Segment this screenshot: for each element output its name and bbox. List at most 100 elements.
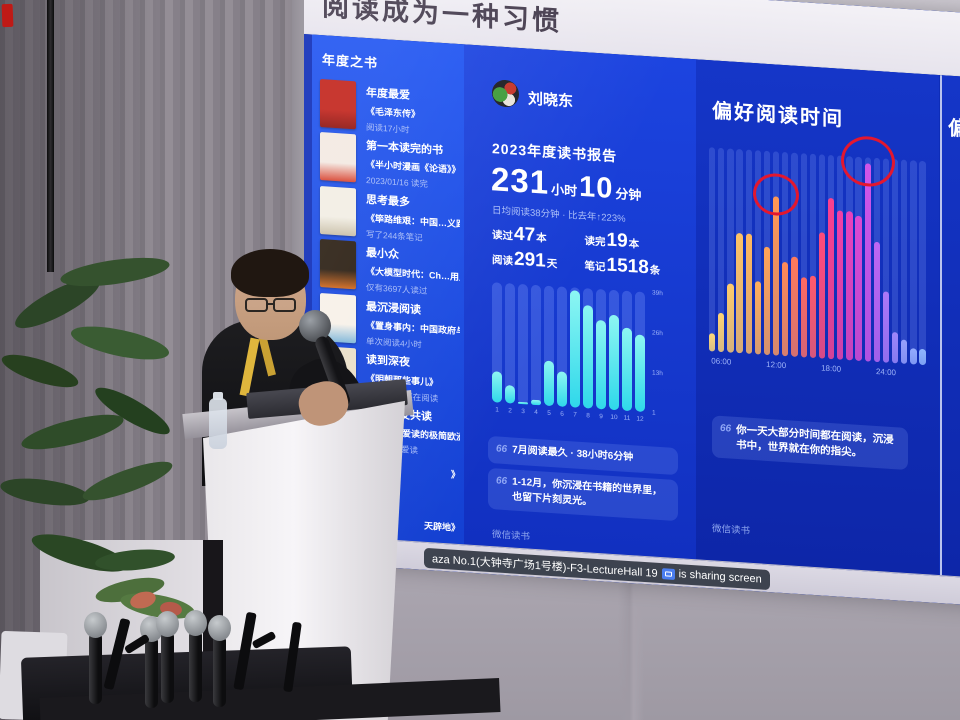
wireless-mic-head xyxy=(208,615,231,641)
quote-mark-icon: 66 xyxy=(496,443,508,456)
book-cover xyxy=(320,185,356,237)
book-cover xyxy=(320,132,356,183)
monthly-bar-track xyxy=(596,288,606,410)
monthly-chart-xlabel: 10 xyxy=(610,413,618,422)
wechat-read-watermark: 微信读书 xyxy=(712,523,751,537)
hourly-bar-track xyxy=(809,153,816,359)
book-card-text: 第一本读完的书 《半小时漫画《论语》》 2023/01/16 读完 xyxy=(366,137,460,191)
quote-mark-icon: 66 xyxy=(496,475,508,488)
quote-text: 1-12月，你沉浸在书籍的世界里，也留下片刻灵光。 xyxy=(512,476,663,508)
hourly-bar xyxy=(827,197,835,360)
monthly-chart-ytick: 1 xyxy=(652,409,656,417)
hourly-bar xyxy=(818,231,826,359)
monthly-chart-xlabel: 5 xyxy=(547,409,551,417)
book-cover xyxy=(320,239,356,290)
book-card-text: 最小众 《大模型时代：Ch…用人工智能浪潮》 仅有3697人读过 xyxy=(366,244,460,298)
book-card: 最沉浸阅读 《置身事内：中国政府与经济发展》 单次阅读4小时 xyxy=(320,292,460,352)
hourly-bar xyxy=(892,332,899,364)
red-wall-sign xyxy=(1,3,14,28)
hourly-bar xyxy=(846,211,853,361)
duration-hours: 231 xyxy=(491,160,550,201)
monthly-bar-track xyxy=(622,290,632,412)
monthly-chart-bars xyxy=(492,282,648,413)
monthly-bar xyxy=(492,371,502,403)
monthly-bar xyxy=(544,360,554,407)
wechat-read-watermark: 微信读书 xyxy=(492,529,531,543)
monthly-bar xyxy=(622,327,632,412)
potted-plant xyxy=(0,250,215,680)
stat-item: 读过47本 xyxy=(492,223,547,246)
wireless-mic-body xyxy=(89,632,102,704)
quote-pill: 66 你一天大部分时间都在阅读，沉浸书中，世界就在你的指尖。 xyxy=(712,415,908,471)
book-title: 《半小时漫画《论语》》 xyxy=(366,159,460,176)
monthly-bar xyxy=(518,401,528,405)
wireless-mic-body xyxy=(161,631,174,703)
hourly-bar-track xyxy=(745,149,752,354)
monthly-bar-track xyxy=(544,285,554,407)
monthly-chart-ytick: 13h xyxy=(652,369,663,378)
monthly-bar xyxy=(557,370,567,408)
monthly-bar-track xyxy=(583,288,593,409)
stat-item: 笔记1518条 xyxy=(584,254,661,279)
hourly-bar-track xyxy=(864,157,871,362)
hourly-bar xyxy=(855,215,862,362)
hourly-bar-track xyxy=(846,156,853,361)
slide-title: 阅读成为一种习惯 xyxy=(322,0,562,37)
monthly-chart-xlabel: 3 xyxy=(521,408,525,416)
hourly-bar xyxy=(709,332,716,352)
hourly-bar-track xyxy=(736,148,743,354)
book-card-text: 最沉浸阅读 《置身事内：中国政府与经济发展》 单次阅读4小时 xyxy=(366,298,460,352)
book-card: 思考最多 《筚路维艰：中国…义路径的五次选择》 写了244条笔记 xyxy=(320,185,460,245)
hourly-bar xyxy=(727,283,734,353)
hourly-bar xyxy=(800,277,807,358)
duration-hours-unit: 小时 xyxy=(551,181,578,199)
hourly-bar-track xyxy=(855,156,862,362)
hourly-bar xyxy=(718,313,725,353)
water-bottle-cap xyxy=(213,392,223,400)
hourly-bar xyxy=(763,246,771,356)
book-card-text: 思考最多 《筚路维艰：中国…义路径的五次选择》 写了244条笔记 xyxy=(366,191,460,245)
monthly-bar-track xyxy=(531,284,541,406)
sharing-status-text: is sharing screen xyxy=(678,568,762,586)
monthly-chart-xlabel: 9 xyxy=(599,413,603,421)
monthly-bar xyxy=(505,384,515,404)
avatar xyxy=(492,79,519,108)
stat-item: 读完19本 xyxy=(584,229,640,252)
book-card: 最小众 《大模型时代：Ch…用人工智能浪潮》 仅有3697人读过 xyxy=(320,239,460,298)
book-title: 《毛泽东传》 xyxy=(366,106,421,120)
hourly-bar-track xyxy=(709,147,716,352)
book-badge: 最小众 xyxy=(366,247,399,262)
monthly-chart-xlabel: 8 xyxy=(586,412,590,420)
mic-stand-pole xyxy=(47,0,54,272)
hourly-bar xyxy=(864,163,871,362)
wall-seam xyxy=(618,566,644,720)
book-cover xyxy=(320,79,356,130)
hourly-bar xyxy=(901,339,908,365)
next-panel-sliver: 偏 xyxy=(942,75,960,579)
hourly-chart-xlabel: 18:00 xyxy=(821,363,842,374)
hourly-bar xyxy=(809,276,816,359)
hourly-chart-xlabel: 12:00 xyxy=(766,359,787,371)
book-badge: 最沉浸阅读 xyxy=(366,300,421,317)
hourly-bar-track xyxy=(919,160,926,366)
hourly-bar xyxy=(754,280,762,355)
projection-screen: 阅读成为一种习惯 年度之书 年度最爱 《毛泽东传》 阅读17小时 第一本读完的书 《半小… xyxy=(304,0,960,607)
hourly-bar-track xyxy=(800,153,807,358)
hourly-chart-xlabel: 24:00 xyxy=(875,366,897,378)
duration-minutes-unit: 分钟 xyxy=(615,186,642,203)
hourly-bar-track xyxy=(727,148,734,353)
hourly-chart xyxy=(709,135,928,366)
hourly-bar-track xyxy=(882,158,890,363)
reading-stats: 读过47本 读完19本 阅读291天 笔记1518条 xyxy=(492,222,677,281)
book-badge: 读到深夜 xyxy=(366,354,410,369)
monthly-chart-xlabel: 11 xyxy=(623,414,631,423)
book-card: 年度最爱 《毛泽东传》 阅读17小时 xyxy=(320,79,460,138)
hourly-bar-track xyxy=(718,147,725,353)
monthly-chart-yticks: 39h 26h 13h 1 xyxy=(652,289,672,417)
monthly-bar xyxy=(531,400,541,406)
hourly-bar xyxy=(919,348,926,366)
monthly-chart-xlabel: 6 xyxy=(560,410,564,418)
monthly-bar-track xyxy=(570,287,580,408)
monthly-chart-ytick: 39h xyxy=(652,289,663,298)
